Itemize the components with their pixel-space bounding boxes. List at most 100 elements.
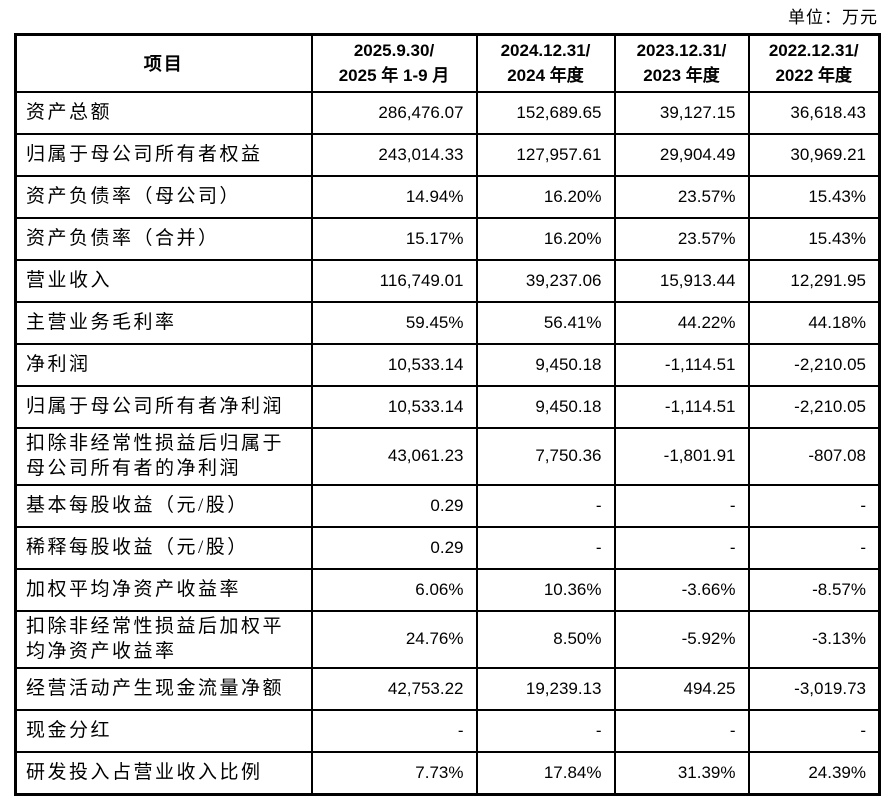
row-value: 15,913.44: [613, 258, 750, 303]
row-label: 净利润: [14, 342, 313, 387]
row-value: 6.06%: [310, 567, 478, 612]
header-cell-period-2022: 2022.12.31/ 2022 年度: [747, 33, 881, 93]
period-line2: 2025 年 1-9 月: [338, 66, 450, 86]
table-row: 研发投入占营业收入比例 7.73% 17.84% 31.39% 24.39%: [14, 751, 881, 796]
row-value: -: [613, 483, 750, 528]
row-value: 7.73%: [310, 751, 478, 796]
row-value: -1,801.91: [613, 426, 750, 486]
row-value: 15.43%: [747, 216, 881, 261]
row-value: 286,476.07: [310, 90, 478, 135]
row-value: -: [613, 709, 750, 754]
row-value: 152,689.65: [475, 90, 616, 135]
row-label: 加权平均净资产收益率: [14, 567, 313, 612]
row-label: 稀释每股收益（元/股）: [14, 525, 313, 570]
row-value: 24.39%: [747, 751, 881, 796]
table-row: 现金分红 - - - -: [14, 709, 881, 754]
row-value: 24.76%: [310, 609, 478, 670]
row-value: 494.25: [613, 667, 750, 712]
period-line1: 2022.12.31/: [768, 40, 859, 60]
financial-summary-table: 项目 2025.9.30/ 2025 年 1-9 月 2024.12.31/ 2…: [14, 33, 881, 796]
header-cell-period-2023: 2023.12.31/ 2023 年度: [613, 33, 750, 93]
row-value: -: [747, 483, 881, 528]
row-label: 研发投入占营业收入比例: [14, 751, 313, 796]
row-value: 31.39%: [613, 751, 750, 796]
row-label: 归属于母公司所有者权益: [14, 132, 313, 177]
table-row: 归属于母公司所有者权益 243,014.33 127,957.61 29,904.49…: [14, 132, 881, 177]
row-value: 23.57%: [613, 216, 750, 261]
row-label: 资产负债率（母公司）: [14, 174, 313, 219]
header-cell-period-2025: 2025.9.30/ 2025 年 1-9 月: [310, 33, 478, 93]
table-header: 项目 2025.9.30/ 2025 年 1-9 月 2024.12.31/ 2…: [14, 33, 881, 93]
row-value: 16.20%: [475, 174, 616, 219]
table-row: 资产总额 286,476.07 152,689.65 39,127.15 36,618.…: [14, 90, 881, 135]
table-row: 稀释每股收益（元/股） 0.29- - -: [14, 525, 881, 570]
row-value: 30,969.21: [747, 132, 881, 177]
table-row: 主营业务毛利率 59.45% 56.41% 44.22% 44.18%: [14, 300, 881, 345]
table-row: 营业收入 116,749.01 39,237.06 15,913.44 12,291.9…: [14, 258, 881, 303]
row-value: 39,237.06: [475, 258, 616, 303]
table-row: 基本每股收益（元/股） 0.29- - -: [14, 483, 881, 528]
row-value: -: [613, 525, 750, 570]
header-cell-item: 项目: [14, 33, 313, 93]
row-value: 243,014.33: [310, 132, 478, 177]
row-value: 0.29: [310, 525, 478, 570]
table-row: 资产负债率（合并） 15.17% 16.20% 23.57% 15.43%: [14, 216, 881, 261]
row-value: -: [475, 483, 616, 528]
row-value: -3.13%: [747, 609, 881, 670]
period-line2: 2024 年度: [507, 66, 584, 86]
row-value: 39,127.15: [613, 90, 750, 135]
row-value: 59.45%: [310, 300, 478, 345]
row-label: 经营活动产生现金流量净额: [14, 667, 313, 712]
row-value: 9,450.18: [475, 342, 616, 387]
row-value: -: [310, 709, 478, 754]
row-value: -2,210.05: [747, 384, 881, 429]
row-value: 44.18%: [747, 300, 881, 345]
row-value: -8.57%: [747, 567, 881, 612]
period-line1: 2024.12.31/: [500, 40, 591, 60]
row-value: 23.57%: [613, 174, 750, 219]
row-value: 44.22%: [613, 300, 750, 345]
row-label: 基本每股收益（元/股）: [14, 483, 313, 528]
row-value: -: [747, 709, 881, 754]
unit-label: 单位：万元: [788, 8, 878, 27]
row-value: 17.84%: [475, 751, 616, 796]
table-row: 归属于母公司所有者净利润 10,533.14 9,450.18 -1,114.51 -2…: [14, 384, 881, 429]
row-value: -: [747, 525, 881, 570]
row-label: 扣除非经常性损益后归属于母公司所有者的净利润: [14, 426, 313, 486]
table-row: 加权平均净资产收益率 6.06% 10.36% -3.66% -8.57%: [14, 567, 881, 612]
period-line2: 2023 年度: [643, 66, 720, 86]
header-row: 项目 2025.9.30/ 2025 年 1-9 月 2024.12.31/ 2…: [14, 33, 881, 93]
row-value: -3.66%: [613, 567, 750, 612]
header-cell-period-2024: 2024.12.31/ 2024 年度: [475, 33, 616, 93]
row-value: 14.94%: [310, 174, 478, 219]
row-value: 10,533.14: [310, 342, 478, 387]
period-line2: 2022 年度: [775, 66, 853, 86]
table-row: 扣除非经常性损益后归属于母公司所有者的净利润 43,061.23 7,750.36-…: [14, 426, 881, 486]
row-value: 0.29: [310, 483, 478, 528]
table-row: 经营活动产生现金流量净额 42,753.22 19,239.13 494.25 -3,0…: [14, 667, 881, 712]
row-value: 15.43%: [747, 174, 881, 219]
row-value: 43,061.23: [310, 426, 478, 486]
row-value: -5.92%: [613, 609, 750, 670]
row-value: 10,533.14: [310, 384, 478, 429]
row-label: 扣除非经常性损益后加权平均净资产收益率: [14, 609, 313, 670]
row-value: 12,291.95: [747, 258, 881, 303]
row-value: 56.41%: [475, 300, 616, 345]
row-label: 现金分红: [14, 709, 313, 754]
row-value: 127,957.61: [475, 132, 616, 177]
row-value: 8.50%: [475, 609, 616, 670]
row-value: 29,904.49: [613, 132, 750, 177]
table-row: 净利润 10,533.14 9,450.18 -1,114.51 -2,210.05: [14, 342, 881, 387]
row-value: -1,114.51: [613, 342, 750, 387]
period-line1: 2023.12.31/: [636, 40, 727, 60]
row-value: 116,749.01: [310, 258, 478, 303]
row-value: -2,210.05: [747, 342, 881, 387]
row-value: -807.08: [747, 426, 881, 486]
row-value: 16.20%: [475, 216, 616, 261]
row-value: -: [475, 525, 616, 570]
row-value: 42,753.22: [310, 667, 478, 712]
row-label: 资产总额: [14, 90, 313, 135]
table-body: 资产总额 286,476.07 152,689.65 39,127.15 36,618.…: [14, 90, 881, 796]
row-value: 19,239.13: [475, 667, 616, 712]
